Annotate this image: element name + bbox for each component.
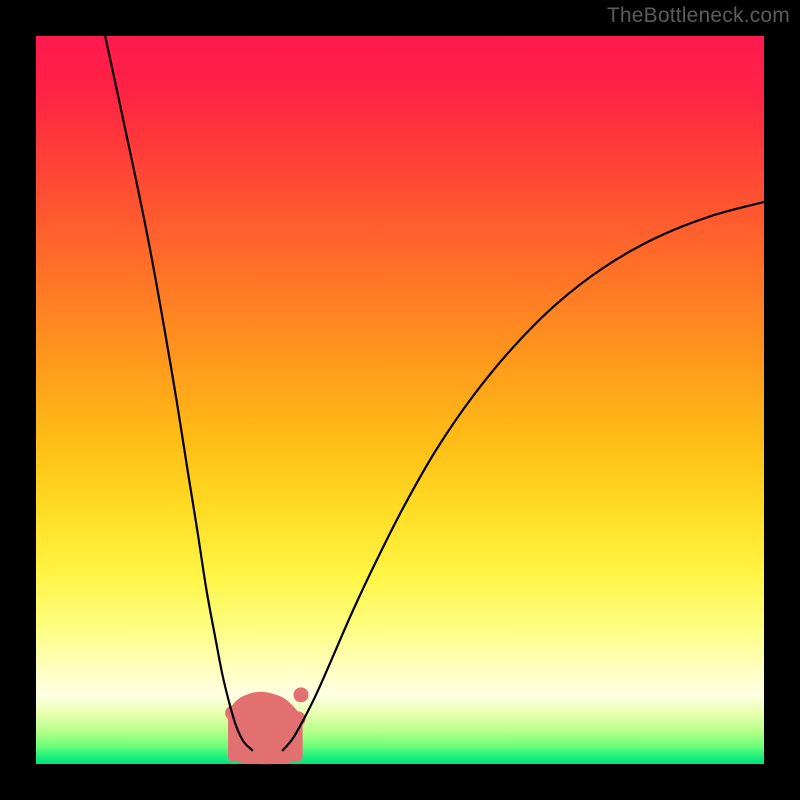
plot-background: [36, 36, 764, 764]
valley-dot: [293, 687, 308, 702]
bottleneck-chart-svg: [0, 0, 800, 800]
chart-stage: TheBottleneck.com: [0, 0, 800, 800]
watermark-text: TheBottleneck.com: [607, 4, 790, 28]
